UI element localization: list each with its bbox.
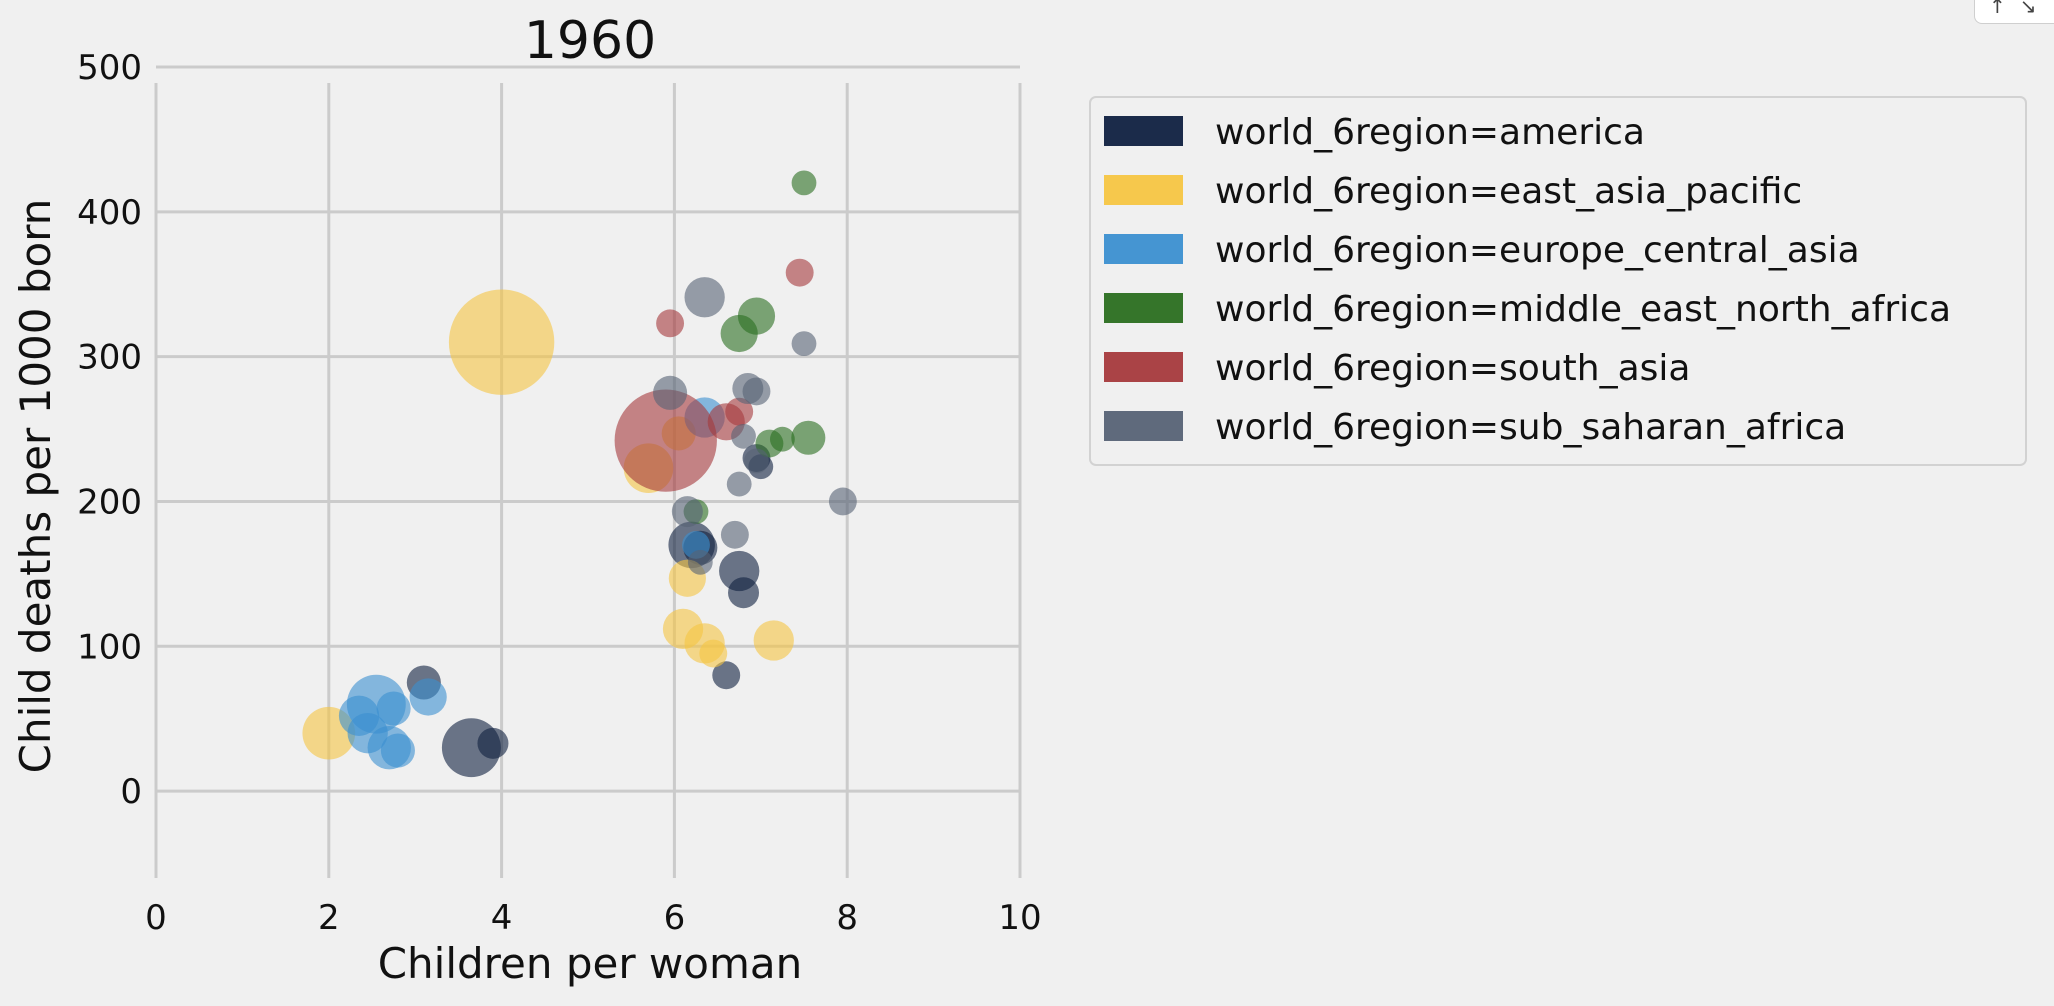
legend-swatch bbox=[1104, 234, 1183, 264]
collapse-arrow-icon[interactable]: ↘ bbox=[2019, 0, 2037, 18]
data-point bbox=[728, 577, 760, 609]
data-point bbox=[712, 661, 741, 690]
y-tick-label: 100 bbox=[77, 627, 142, 667]
legend-swatch bbox=[1104, 352, 1183, 382]
data-point bbox=[731, 423, 756, 449]
y-tick-label: 0 bbox=[120, 772, 142, 812]
data-point bbox=[684, 277, 725, 318]
x-tick-label: 2 bbox=[318, 898, 340, 938]
widget-controls[interactable]: ↑ ↘ bbox=[1974, 0, 2054, 24]
y-tick-label: 400 bbox=[77, 193, 142, 233]
data-point bbox=[699, 639, 728, 668]
data-point bbox=[653, 375, 688, 410]
x-tick-label: 0 bbox=[145, 898, 167, 938]
data-point bbox=[671, 496, 703, 528]
x-tick-label: 8 bbox=[836, 898, 858, 938]
legend-swatch bbox=[1104, 175, 1183, 205]
data-point bbox=[791, 170, 817, 196]
data-point bbox=[614, 389, 717, 492]
legend-frame bbox=[1089, 96, 2027, 466]
data-point bbox=[785, 258, 814, 287]
legend-label: world_6region=america bbox=[1215, 112, 1645, 153]
legend-label: world_6region=europe_central_asia bbox=[1215, 230, 1860, 271]
data-point bbox=[477, 727, 509, 759]
data-point bbox=[725, 397, 754, 426]
y-axis-label: Child deaths per 1000 born bbox=[11, 199, 60, 774]
legend: world_6region=america world_6region=east_… bbox=[1089, 96, 2027, 466]
data-point bbox=[791, 331, 817, 357]
data-points bbox=[302, 170, 857, 778]
legend-swatch bbox=[1104, 116, 1183, 146]
legend-label: world_6region=middle_east_north_africa bbox=[1215, 289, 1951, 330]
y-tick-label: 300 bbox=[77, 338, 142, 378]
y-tick-label: 500 bbox=[77, 48, 142, 88]
data-point bbox=[687, 549, 713, 575]
pan-arrow-icon[interactable]: ↑ bbox=[1989, 0, 2006, 18]
data-point bbox=[744, 448, 769, 474]
legend-label: world_6region=east_asia_pacific bbox=[1215, 171, 1802, 212]
x-tick-label: 10 bbox=[998, 898, 1041, 938]
data-point bbox=[753, 620, 794, 661]
data-point bbox=[726, 471, 752, 497]
y-tick-label: 200 bbox=[77, 482, 142, 522]
x-tick-label: 4 bbox=[491, 898, 513, 938]
legend-label: world_6region=sub_saharan_africa bbox=[1215, 407, 1846, 448]
data-point bbox=[720, 314, 758, 353]
x-axis-label: Children per woman bbox=[378, 939, 803, 988]
chart-title: 1960 bbox=[524, 11, 656, 71]
data-point bbox=[720, 520, 749, 549]
data-point bbox=[828, 487, 857, 516]
data-point bbox=[376, 691, 411, 726]
data-point bbox=[409, 678, 447, 716]
data-point bbox=[770, 426, 795, 452]
data-point bbox=[448, 289, 555, 395]
legend-label: world_6region=south_asia bbox=[1215, 348, 1690, 389]
legend-swatch bbox=[1104, 411, 1183, 441]
x-tick-label: 6 bbox=[664, 898, 686, 938]
grid-lines bbox=[154, 65, 1022, 878]
data-point bbox=[656, 309, 685, 338]
legend-swatch bbox=[1104, 293, 1183, 323]
data-point bbox=[380, 733, 415, 768]
data-point bbox=[742, 377, 771, 406]
data-point bbox=[791, 420, 826, 455]
